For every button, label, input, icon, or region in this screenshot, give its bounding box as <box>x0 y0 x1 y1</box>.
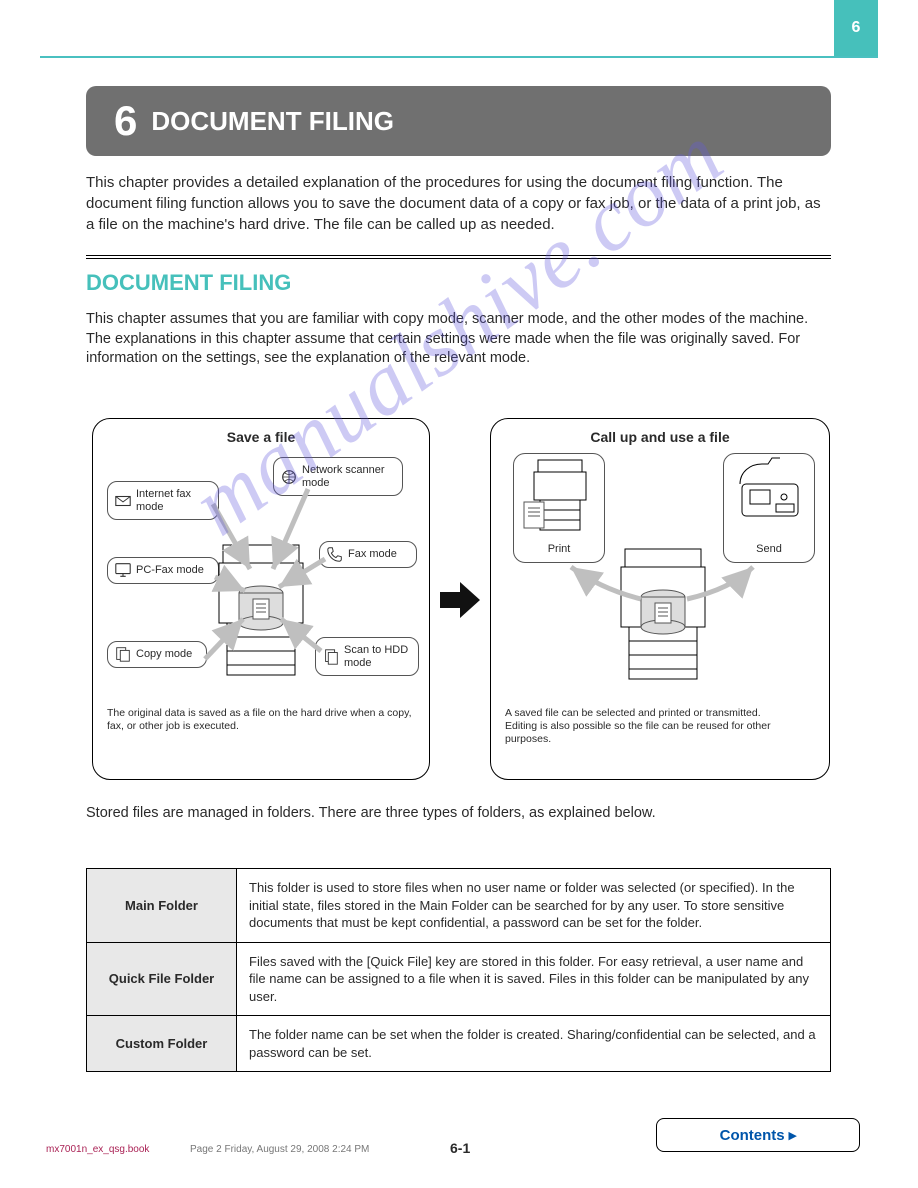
folders-table: Main Folder This folder is used to store… <box>86 868 831 1072</box>
table-row: Quick File Folder Files saved with the [… <box>87 942 831 1016</box>
page-tab: 6 <box>834 0 878 56</box>
folders-text: Stored files are managed in folders. The… <box>86 804 831 824</box>
panel-row: Save a file Network scanner mode Interne… <box>86 418 831 780</box>
section-title: DOCUMENT FILING <box>86 270 291 296</box>
table-cell: This folder is used to store files when … <box>237 869 831 943</box>
save-legend: The original data is saved as a file on … <box>107 707 417 733</box>
chapter-header: 6 DOCUMENT FILING <box>86 86 831 156</box>
table-row: Custom Folder The folder name can be set… <box>87 1016 831 1072</box>
paragraph-1: This chapter assumes that you are famili… <box>86 310 831 369</box>
use-file-panel: Call up and use a file Print <box>490 418 830 780</box>
out-arrows <box>491 419 831 719</box>
crumb: Page 2 Friday, August 29, 2008 2:24 PM <box>190 1144 369 1155</box>
top-rule <box>40 56 878 58</box>
big-arrow-icon <box>438 580 482 620</box>
page-number: 6-1 <box>450 1140 470 1156</box>
contents-button[interactable]: Contents ▸ <box>656 1118 860 1152</box>
pointer-lines <box>93 419 431 719</box>
doc-id: mx7001n_ex_qsg.book <box>46 1144 149 1155</box>
table-head: Custom Folder <box>87 1016 237 1072</box>
intro-text: This chapter provides a detailed explana… <box>86 172 831 235</box>
table-cell: Files saved with the [Quick File] key ar… <box>237 942 831 1016</box>
chapter-title: DOCUMENT FILING <box>151 106 394 137</box>
use-legend: A saved file can be selected and printed… <box>505 707 817 746</box>
save-file-panel: Save a file Network scanner mode Interne… <box>92 418 430 780</box>
double-rule <box>86 255 831 259</box>
table-head: Main Folder <box>87 869 237 943</box>
table-cell: The folder name can be set when the fold… <box>237 1016 831 1072</box>
table-head: Quick File Folder <box>87 942 237 1016</box>
table-row: Main Folder This folder is used to store… <box>87 869 831 943</box>
chapter-number: 6 <box>86 97 151 145</box>
